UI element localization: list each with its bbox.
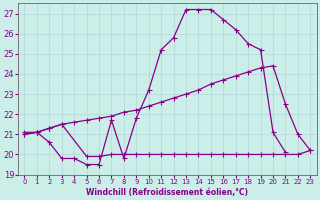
X-axis label: Windchill (Refroidissement éolien,°C): Windchill (Refroidissement éolien,°C)	[86, 188, 248, 197]
